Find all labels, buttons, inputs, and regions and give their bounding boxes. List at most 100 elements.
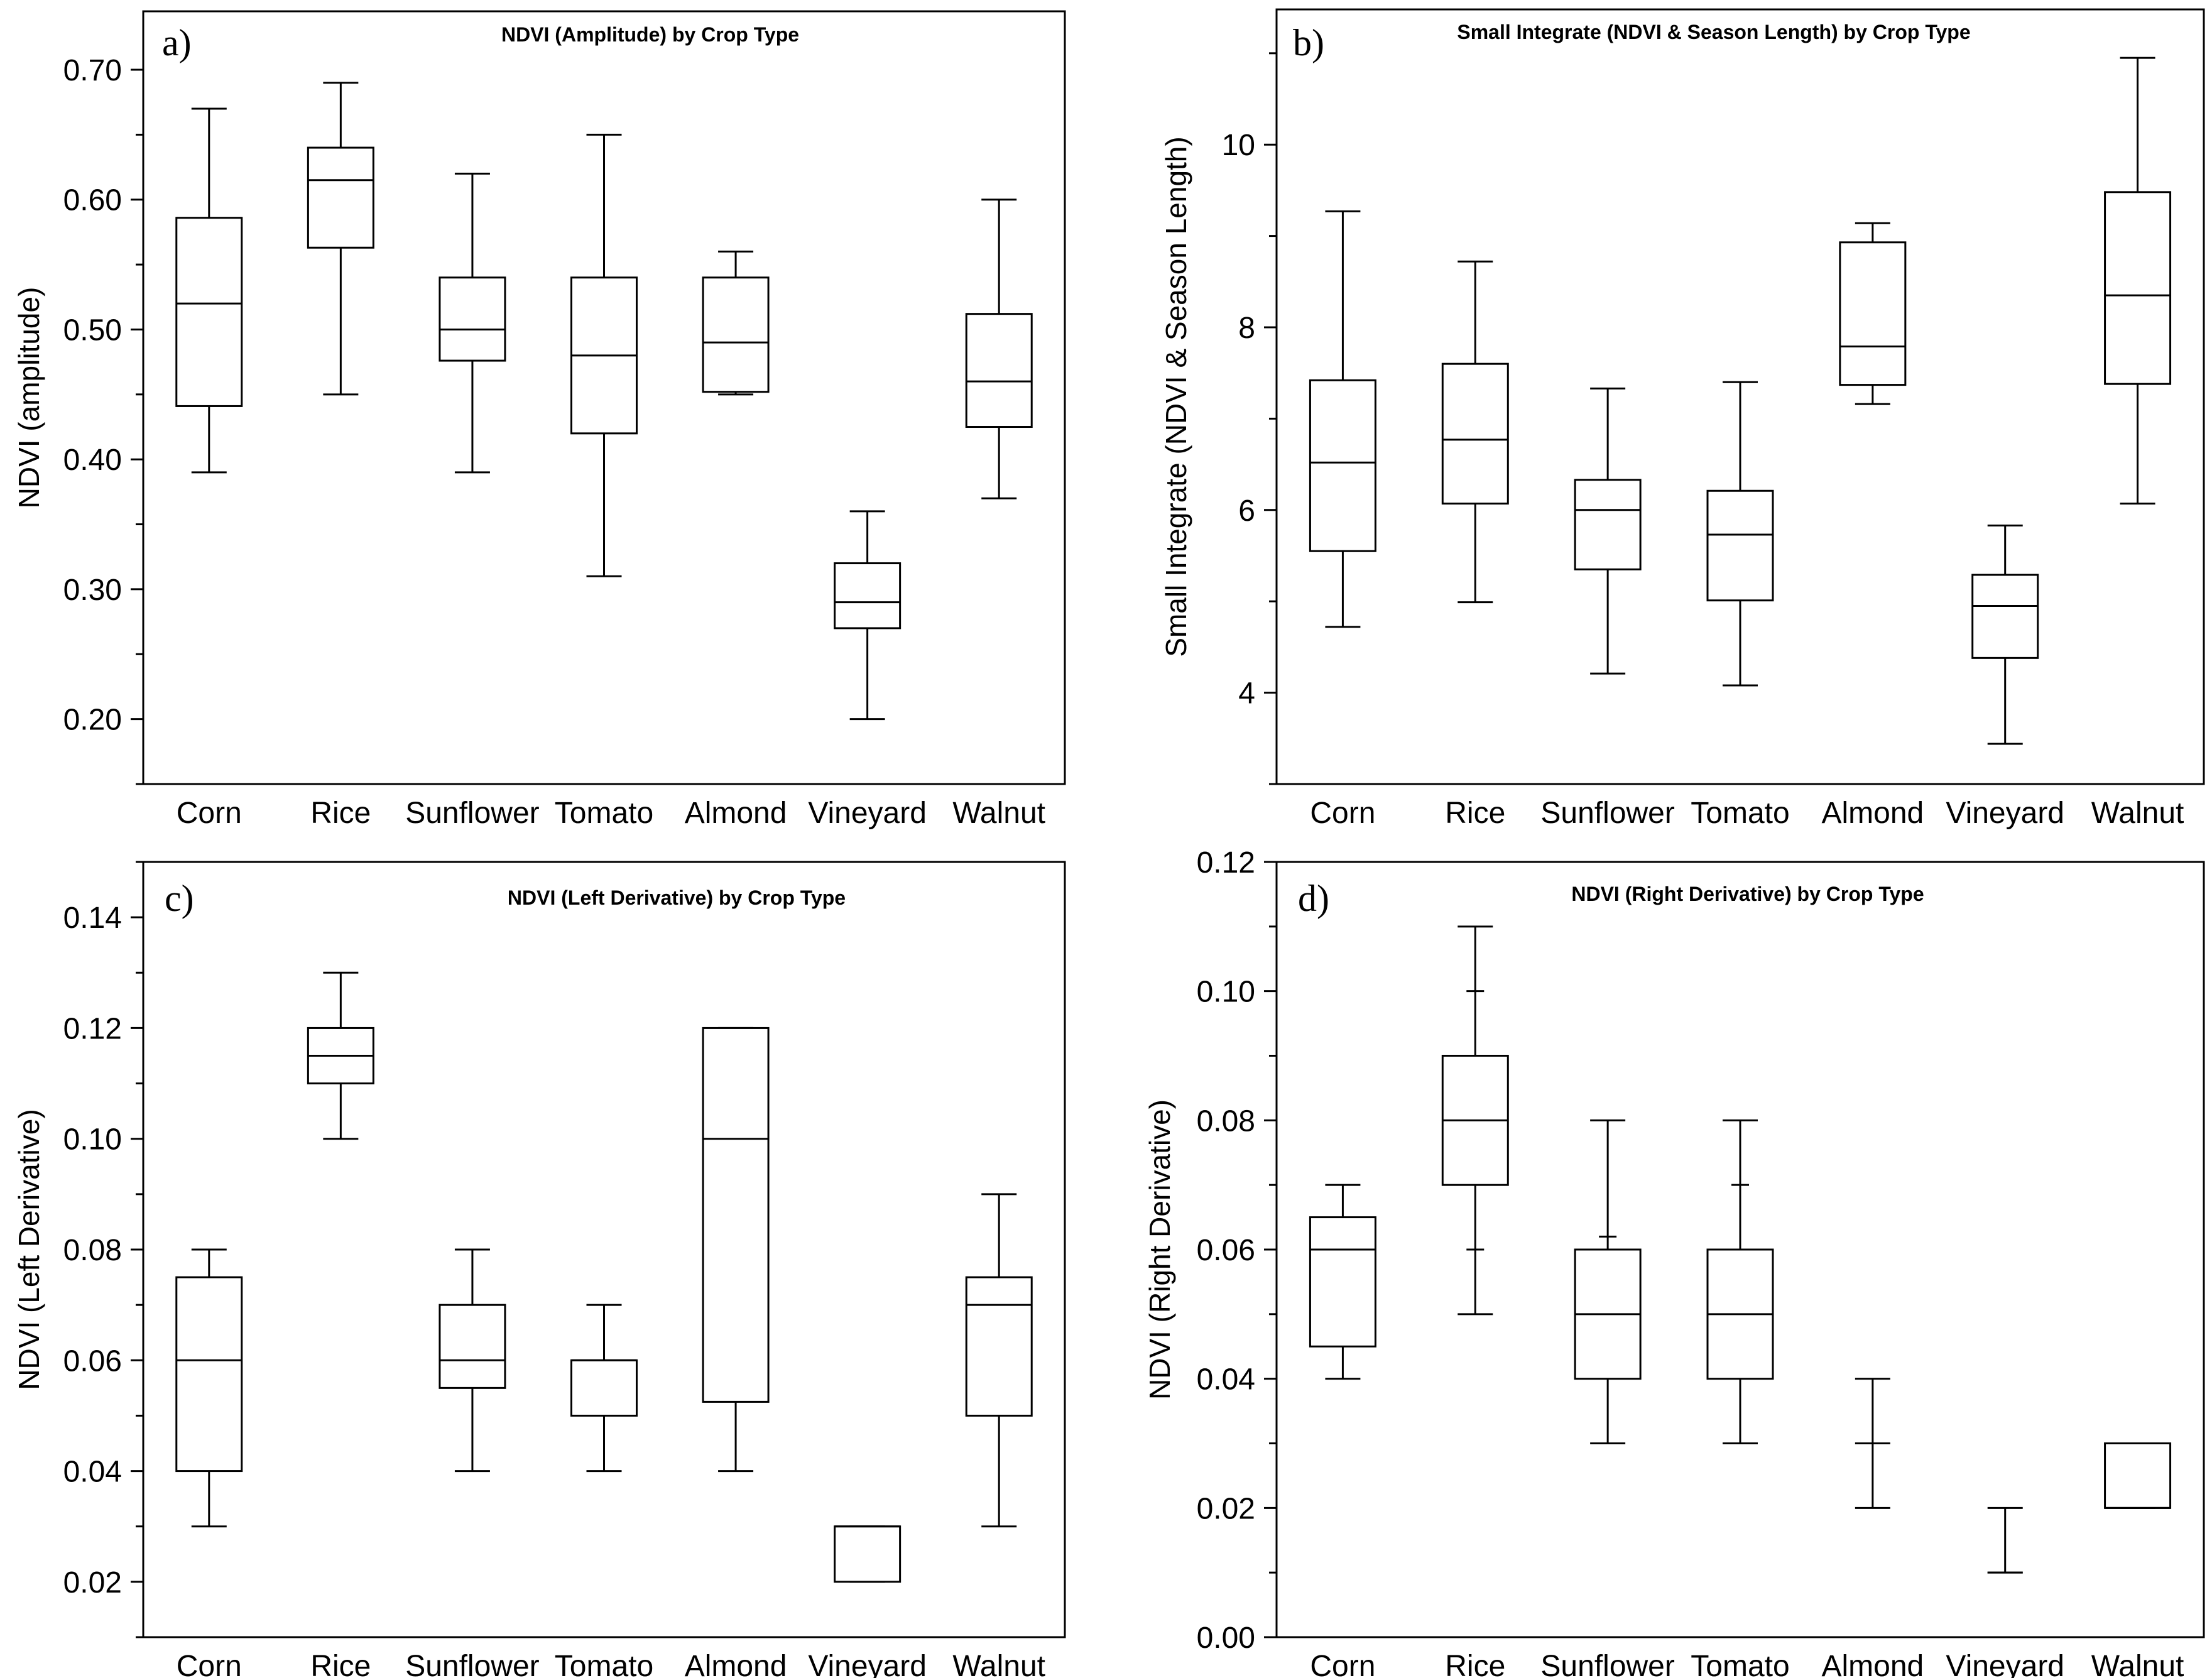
box-sunflower (439, 1248, 506, 1473)
y-tick-label: 10 (1222, 129, 1255, 162)
x-tick-label: Almond (685, 1650, 787, 1678)
y-tick-label: 0.08 (63, 1234, 122, 1267)
chart-title: NDVI (Amplitude) by Crop Type (501, 23, 799, 46)
y-axis-label: NDVI (amplitude) (13, 287, 45, 509)
y-tick-label: 0.30 (63, 574, 122, 607)
x-tick-label: Vineyard (1946, 797, 2064, 830)
x-tick-label: Walnut (952, 797, 1045, 830)
box-walnut (965, 199, 1033, 499)
iqr-box (1309, 1216, 1376, 1348)
box-rice (307, 82, 374, 396)
y-tick-label: 0.10 (1197, 976, 1255, 1009)
x-tick-label: Tomato (555, 797, 653, 830)
y-tick-label: 0.40 (63, 444, 122, 477)
box-almond (702, 1027, 770, 1473)
y-tick-label: 0.04 (63, 1456, 122, 1489)
box-vineyard (1987, 1506, 2023, 1574)
box-tomato (1706, 1119, 1774, 1444)
box-walnut (965, 1193, 1033, 1528)
iqr-box (702, 1027, 770, 1403)
y-tick-label: 6 (1238, 494, 1255, 528)
chart-title: NDVI (Right Derivative) by Crop Type (1571, 883, 1924, 905)
box-vineyard (1971, 525, 2039, 745)
y-tick-label: 0.06 (1197, 1234, 1255, 1267)
y-tick-label: 0.00 (1197, 1621, 1255, 1655)
panel-label: c) (165, 878, 194, 919)
y-axis-label: NDVI (Right Derivative) (1143, 1099, 1176, 1400)
x-tick-label: Tomato (1691, 797, 1789, 830)
iqr-box (965, 1276, 1033, 1417)
box-walnut (2104, 57, 2172, 505)
x-tick-label: Corn (1310, 1650, 1375, 1678)
box-corn (1309, 1184, 1376, 1380)
x-tick-label: Rice (310, 1650, 371, 1678)
chart-panel-1: 0.20 0.30 0.40 0.50 0.60 0.70 Corn Rice Sunflowe… (13, 10, 1066, 830)
iqr-box (702, 276, 770, 393)
iqr-box (439, 276, 506, 362)
x-tick-label: Vineyard (1946, 1650, 2064, 1678)
y-axis-label: Small Integrate (NDVI & Season Length) (1160, 136, 1192, 656)
box-corn (175, 1248, 243, 1528)
panel-label: d) (1298, 878, 1329, 919)
box-vineyard (834, 510, 902, 721)
x-tick-label: Sunflower (1540, 1650, 1674, 1678)
x-tick-label: Sunflower (405, 1650, 539, 1678)
box-walnut (2104, 1442, 2172, 1509)
x-tick-label: Almond (1821, 1650, 1924, 1678)
y-tick-label: 0.12 (1197, 846, 1255, 880)
x-tick-label: Vineyard (808, 1650, 927, 1678)
box-tomato (1706, 381, 1774, 687)
iqr-box (834, 1525, 902, 1583)
box-rice (307, 971, 374, 1140)
x-tick-label: Corn (1310, 797, 1375, 830)
x-tick-label: Walnut (952, 1650, 1045, 1678)
plot-frame (142, 10, 1066, 785)
x-tick-label: Tomato (555, 1650, 653, 1678)
box-vineyard (834, 1525, 902, 1583)
x-tick-label: Almond (685, 797, 787, 830)
y-tick-label: 0.02 (63, 1566, 122, 1599)
box-sunflower (439, 172, 506, 474)
box-rice (1441, 925, 1509, 1316)
chart-panel-4: 0.00 0.02 0.04 0.06 0.08 0.10 0.12 Corn Rice Sunf… (1143, 846, 2205, 1678)
iqr-box (175, 1276, 243, 1473)
box-almond (1839, 222, 1907, 405)
box-sunflower (1574, 387, 1642, 675)
box-almond (1855, 1378, 1890, 1509)
y-tick-label: 0.60 (63, 184, 122, 217)
chart-panel-2: 4 6 8 10 Corn Rice Sunflower Tomato Almond Vineya… (1160, 8, 2205, 830)
y-tick-label: 0.08 (1197, 1104, 1255, 1138)
box-tomato (570, 133, 638, 577)
y-tick-label: 0.06 (63, 1344, 122, 1378)
iqr-box (2104, 1442, 2172, 1509)
box-rice (1441, 260, 1509, 604)
y-tick-label: 0.14 (63, 902, 122, 935)
box-almond (702, 250, 770, 396)
panel-label: a) (162, 22, 192, 63)
x-tick-label: Rice (1445, 1650, 1505, 1678)
x-tick-label: Sunflower (405, 797, 539, 830)
x-tick-label: Corn (177, 797, 242, 830)
y-tick-label: 0.20 (63, 704, 122, 737)
iqr-box (439, 1304, 506, 1389)
iqr-box (1706, 489, 1774, 602)
iqr-box (834, 562, 902, 629)
x-tick-label: Corn (177, 1650, 242, 1678)
plot-frame (1275, 8, 2205, 785)
iqr-box (2104, 191, 2172, 385)
panel-label: b) (1293, 22, 1324, 63)
box-tomato (570, 1304, 638, 1473)
x-tick-label: Sunflower (1540, 797, 1674, 830)
x-tick-label: Rice (1445, 797, 1505, 830)
x-tick-label: Almond (1821, 797, 1924, 830)
iqr-box (1839, 241, 1907, 386)
y-tick-label: 0.70 (63, 54, 122, 87)
y-tick-label: 8 (1238, 312, 1255, 345)
y-tick-label: 0.50 (63, 313, 122, 347)
y-tick-label: 0.02 (1197, 1492, 1255, 1525)
y-tick-label: 0.12 (63, 1012, 122, 1045)
box-corn (1309, 210, 1376, 628)
y-axis-label: NDVI (Left Derivative) (13, 1109, 45, 1390)
iqr-box (175, 217, 243, 407)
